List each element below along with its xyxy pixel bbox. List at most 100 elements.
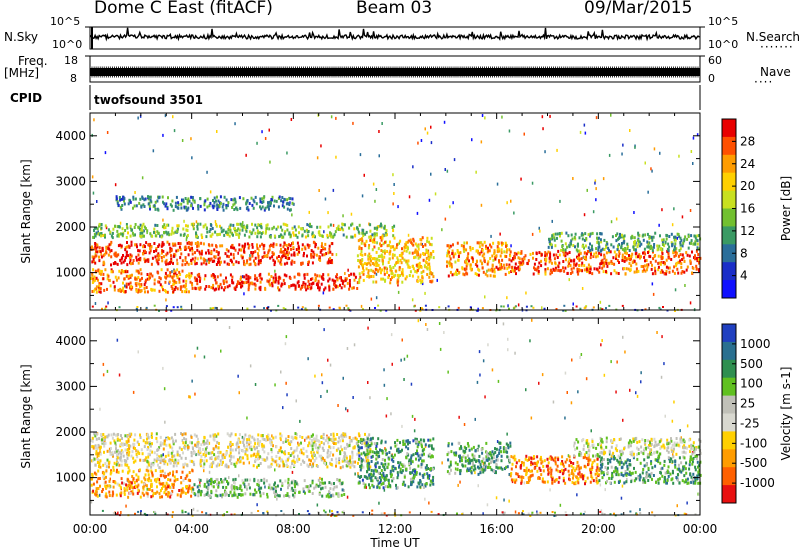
heatmap-cell <box>188 484 191 488</box>
heatmap-cell <box>140 448 143 452</box>
heatmap-cell <box>621 259 624 262</box>
heatmap-cell <box>96 447 99 450</box>
heatmap-cell <box>204 447 207 451</box>
heatmap-cell <box>206 446 208 449</box>
heatmap-cell <box>282 464 285 468</box>
heatmap-cell <box>254 442 257 446</box>
heatmap-cell <box>540 264 543 268</box>
heatmap-cell <box>453 158 456 162</box>
heatmap-cell <box>340 278 343 282</box>
heatmap-cell <box>114 261 117 264</box>
heatmap-cell <box>315 456 318 460</box>
heatmap-cell <box>109 452 112 456</box>
heatmap-cell <box>382 277 385 281</box>
heatmap-cell <box>395 246 398 250</box>
heatmap-cell <box>389 240 391 244</box>
heatmap-cell <box>506 296 508 300</box>
heatmap-cell <box>157 252 160 256</box>
heatmap-cell <box>218 463 221 467</box>
colorbar-segment <box>722 190 736 209</box>
heatmap-cell <box>253 438 256 442</box>
heatmap-cell <box>156 440 159 444</box>
heatmap-cell <box>188 242 191 246</box>
heatmap-cell <box>509 250 512 254</box>
heatmap-cell <box>164 275 166 279</box>
heatmap-cell <box>460 244 463 248</box>
heatmap-cell <box>386 250 389 253</box>
heatmap-cell <box>217 284 220 288</box>
heatmap-cell <box>541 115 544 119</box>
heatmap-cell <box>129 256 131 259</box>
heatmap-cell <box>170 232 173 236</box>
heatmap-cell <box>647 251 649 254</box>
heatmap-cell <box>420 265 423 269</box>
heatmap-cell <box>122 260 125 264</box>
heatmap-cell <box>275 243 278 247</box>
heatmap-cell <box>95 246 98 250</box>
heatmap-cell <box>396 258 399 262</box>
heatmap-cell <box>618 254 620 258</box>
heatmap-cell <box>697 492 699 496</box>
heatmap-cell <box>218 256 221 260</box>
heatmap-cell <box>125 483 128 487</box>
heatmap-cell <box>232 223 235 227</box>
heatmap-cell <box>378 130 380 133</box>
heatmap-cell <box>659 151 661 155</box>
heatmap-cell <box>314 279 317 283</box>
heatmap-cell <box>114 224 116 228</box>
heatmap-cell <box>652 245 655 249</box>
heatmap-cell <box>493 267 496 271</box>
heatmap-cell <box>369 238 372 242</box>
heatmap-cell <box>380 224 383 228</box>
heatmap-cell <box>206 205 209 209</box>
heatmap-cell <box>120 289 122 293</box>
heatmap-cell <box>523 132 525 136</box>
heatmap-cell <box>246 259 249 263</box>
heatmap-cell <box>194 354 196 358</box>
heatmap-cell <box>326 434 328 438</box>
heatmap-cell <box>101 438 103 442</box>
heatmap-cell <box>340 226 343 230</box>
heatmap-cell <box>115 197 118 201</box>
heatmap-cell <box>628 249 631 252</box>
heatmap-cell <box>252 251 255 254</box>
heatmap-cell <box>98 290 100 294</box>
heatmap-cell <box>446 254 449 258</box>
heatmap-cell <box>163 231 166 235</box>
heatmap-cell <box>608 250 610 254</box>
heatmap-cell <box>662 261 665 264</box>
heatmap-cell <box>161 195 164 199</box>
heatmap-cell <box>603 255 606 259</box>
heatmap-cell <box>206 170 208 174</box>
heatmap-cell <box>223 288 226 292</box>
heatmap-cell <box>623 259 626 263</box>
heatmap-cell <box>621 242 623 245</box>
heatmap-cell <box>239 276 242 280</box>
heatmap-cell <box>262 196 265 200</box>
heatmap-cell <box>642 233 645 237</box>
heatmap-cell <box>282 462 285 466</box>
heatmap-cell <box>98 465 100 469</box>
heatmap-cell <box>400 252 403 256</box>
heatmap-cell <box>91 439 94 443</box>
heatmap-cell <box>166 240 169 244</box>
heatmap-cell <box>189 479 192 483</box>
heatmap-cell <box>145 241 148 245</box>
heatmap-cell <box>151 435 153 439</box>
heatmap-cell <box>612 256 615 260</box>
heatmap-cell <box>241 281 244 285</box>
heatmap-cell <box>279 250 282 254</box>
heatmap-cell <box>168 437 171 441</box>
heatmap-cell <box>282 235 285 239</box>
heatmap-cell <box>428 198 431 202</box>
heatmap-cell <box>237 233 240 237</box>
heatmap-cell <box>590 252 592 256</box>
heatmap-cell <box>620 496 623 500</box>
heatmap-cell <box>333 279 335 283</box>
heatmap-cell <box>357 472 359 476</box>
heatmap-cell <box>597 236 600 240</box>
heatmap-cell <box>398 266 401 270</box>
heatmap-cell <box>214 220 217 224</box>
heatmap-cell <box>485 455 487 459</box>
heatmap-cell <box>414 269 417 273</box>
